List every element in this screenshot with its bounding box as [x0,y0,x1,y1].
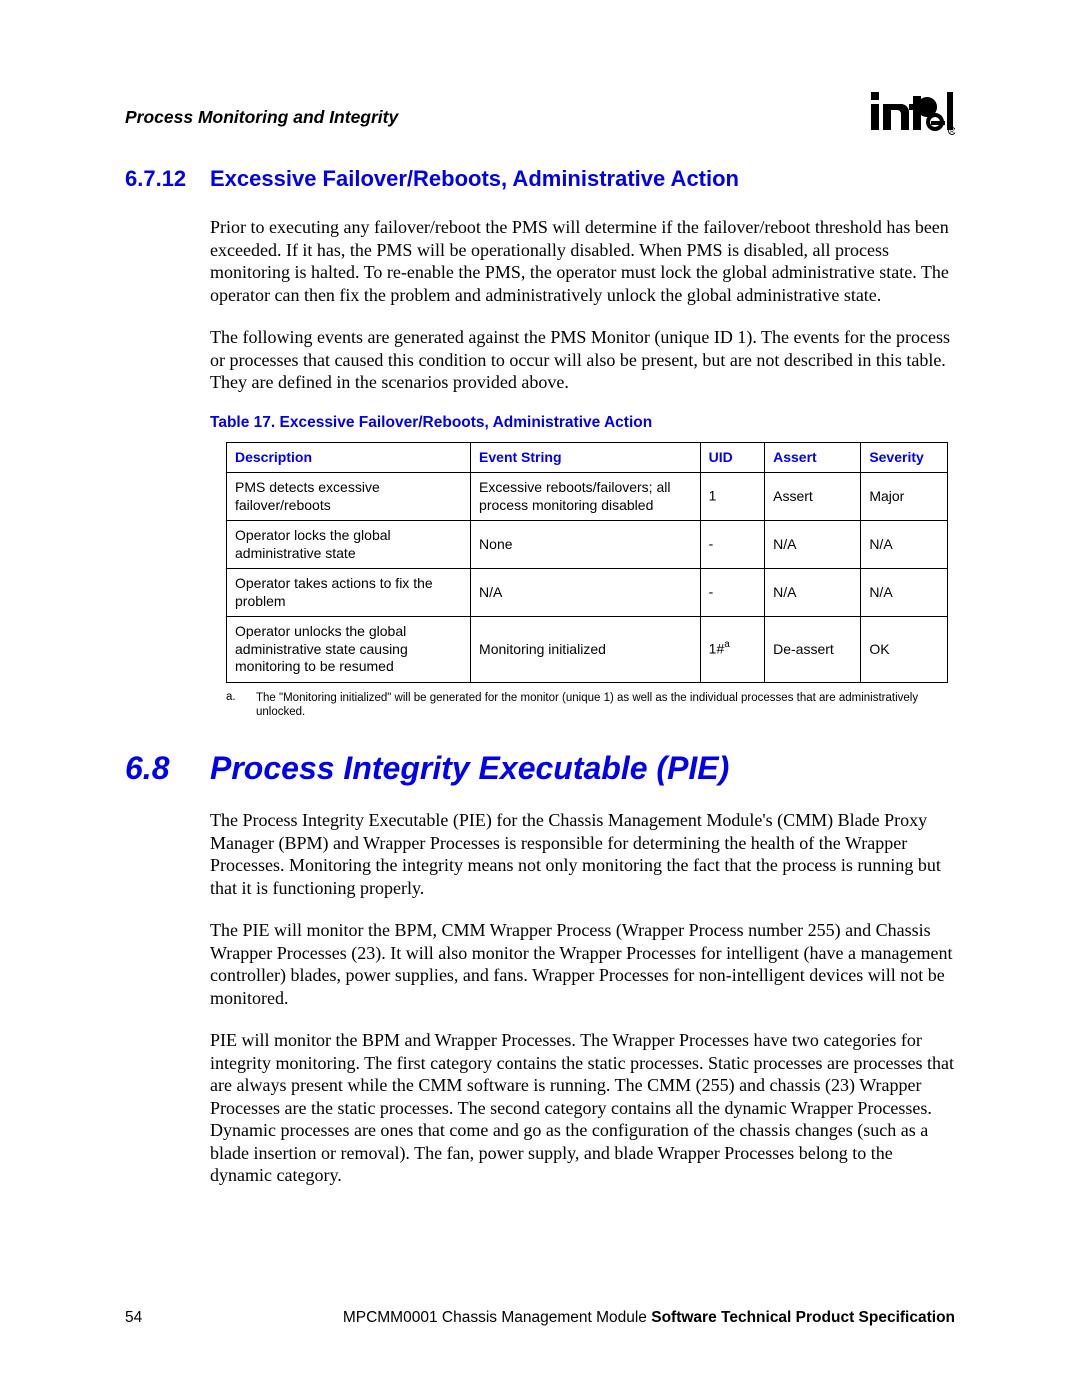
cell-description: Operator takes actions to fix the proble… [227,569,471,617]
col-description: Description [227,442,471,473]
paragraph: The PIE will monitor the BPM, CMM Wrappe… [210,919,955,1009]
cell-uid: 1 [700,473,764,521]
page-number: 54 [125,1309,185,1327]
paragraph: The Process Integrity Executable (PIE) f… [210,809,955,899]
intel-logo: R [869,90,955,136]
footer-doc-id: MPCMM0001 Chassis Management Module [343,1309,651,1326]
table-17: Description Event String UID Assert Seve… [226,442,948,683]
cell-assert: N/A [765,521,861,569]
section-title: Process Integrity Executable (PIE) [210,750,729,787]
table-caption: Table 17. Excessive Failover/Reboots, Ad… [210,414,955,432]
col-event-string: Event String [471,442,701,473]
section-heading: 6.8 Process Integrity Executable (PIE) [125,750,955,787]
col-severity: Severity [861,442,948,473]
table-row: Operator locks the global administrative… [227,521,948,569]
subsection-title: Excessive Failover/Reboots, Administrati… [210,166,739,192]
cell-assert: Assert [765,473,861,521]
cell-description: Operator unlocks the global administrati… [227,617,471,683]
paragraph: PIE will monitor the BPM and Wrapper Pro… [210,1029,955,1187]
table-header-row: Description Event String UID Assert Seve… [227,442,948,473]
cell-uid: 1#a [700,617,764,683]
svg-text:R: R [950,129,954,135]
cell-event-string: Monitoring initialized [471,617,701,683]
table-row: PMS detects excessive failover/reboots E… [227,473,948,521]
cell-description: Operator locks the global administrative… [227,521,471,569]
paragraph: Prior to executing any failover/reboot t… [210,216,955,306]
subsection-heading: 6.7.12 Excessive Failover/Reboots, Admin… [125,166,955,192]
cell-assert: De-assert [765,617,861,683]
footnote-label: a. [226,691,256,721]
footer-doc-title: MPCMM0001 Chassis Management Module Soft… [185,1309,955,1327]
footer-doc-bold: Software Technical Product Specification [651,1309,955,1326]
table-row: Operator unlocks the global administrati… [227,617,948,683]
cell-description: PMS detects excessive failover/reboots [227,473,471,521]
section-number: 6.8 [125,750,210,787]
section-body: The Process Integrity Executable (PIE) f… [210,809,955,1187]
document-page: Process Monitoring and Integrity [0,0,1080,1397]
cell-severity: OK [861,617,948,683]
col-assert: Assert [765,442,861,473]
cell-uid: - [700,569,764,617]
cell-event-string: N/A [471,569,701,617]
cell-severity: N/A [861,569,948,617]
paragraph: The following events are generated again… [210,326,955,394]
cell-uid: - [700,521,764,569]
page-header: Process Monitoring and Integrity [125,82,955,128]
cell-event-string: Excessive reboots/failovers; all process… [471,473,701,521]
table-row: Operator takes actions to fix the proble… [227,569,948,617]
col-uid: UID [700,442,764,473]
table-footnote: a. The "Monitoring initialized" will be … [226,691,955,721]
footnote-text: The "Monitoring initialized" will be gen… [256,691,955,721]
cell-severity: Major [861,473,948,521]
subsection-body: Prior to executing any failover/reboot t… [210,216,955,720]
page-footer: 54 MPCMM0001 Chassis Management Module S… [125,1309,955,1327]
cell-event-string: None [471,521,701,569]
cell-severity: N/A [861,521,948,569]
cell-assert: N/A [765,569,861,617]
subsection-number: 6.7.12 [125,166,210,192]
running-header: Process Monitoring and Integrity [125,107,398,128]
